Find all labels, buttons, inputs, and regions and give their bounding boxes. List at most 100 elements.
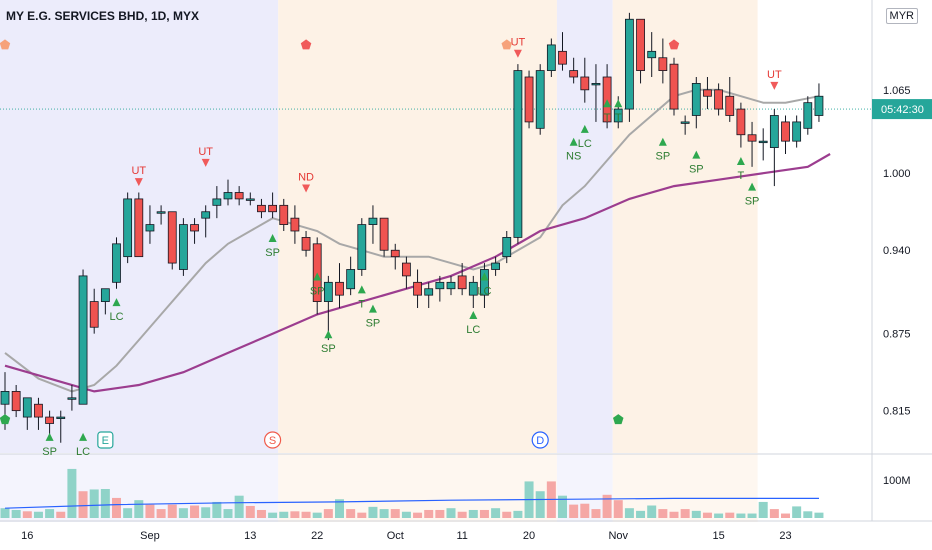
- candle-body: [636, 18, 645, 71]
- volume-bar: [736, 513, 746, 518]
- volume-bar: [357, 512, 367, 518]
- candle-body: [268, 204, 278, 213]
- candle-body: [446, 281, 456, 290]
- buy-signal-label: LC: [109, 311, 123, 323]
- candle-body: [502, 237, 512, 258]
- volume-bar: [491, 508, 501, 518]
- candle-body: [513, 70, 523, 238]
- buy-signal-label: T: [738, 170, 745, 182]
- volume-bar: [11, 509, 21, 518]
- buy-signal-label: SP: [265, 247, 280, 259]
- volume-bar: [479, 509, 489, 518]
- volume-bar: [78, 491, 88, 518]
- volume-bar: [335, 499, 344, 518]
- candle-body: [112, 243, 121, 283]
- pentagon-marker: [0, 414, 11, 425]
- volume-bar: [312, 512, 322, 518]
- buy-signal-label: SP: [745, 196, 760, 208]
- pentagon-marker: [613, 414, 624, 425]
- ma-slow-line: [4, 153, 831, 393]
- volume-bar: [602, 494, 612, 518]
- candle-body: [524, 76, 534, 123]
- buy-signal-label: LC: [477, 285, 491, 297]
- candle-body: [569, 70, 579, 78]
- price-tag: [872, 99, 932, 120]
- buy-signal-label: SP: [310, 285, 325, 297]
- candle-body: [11, 391, 21, 412]
- volume-bar: [613, 500, 623, 518]
- volume-bar: [89, 489, 99, 518]
- x-tick-label: 16: [21, 530, 33, 542]
- buy-signal-label: SP: [366, 318, 381, 330]
- volume-bar: [803, 511, 813, 518]
- volume-bar: [747, 513, 757, 518]
- sell-signal-label: UT: [198, 146, 213, 158]
- candle-body: [814, 95, 824, 116]
- volume-bar: [167, 504, 177, 518]
- volume-bar: [658, 509, 668, 518]
- volume-bar: [323, 509, 333, 518]
- candle-body: [480, 269, 489, 296]
- volume-bar: [702, 512, 712, 518]
- volume-bar: [413, 512, 423, 518]
- candle-body: [468, 281, 478, 296]
- candle-body: [781, 121, 790, 142]
- volume-bar: [725, 512, 735, 518]
- candle-body: [725, 95, 735, 116]
- volume-bar: [156, 509, 166, 518]
- candle-body: [368, 217, 378, 225]
- volume-bar: [33, 511, 43, 518]
- buy-arrow: [736, 156, 745, 165]
- candle-body: [758, 140, 768, 144]
- volume-bar: [178, 508, 188, 518]
- volume-bar: [591, 509, 601, 518]
- buy-arrow: [580, 124, 589, 133]
- volume-bar: [758, 501, 768, 518]
- volume-bar: [468, 509, 478, 518]
- exchange: MYX: [172, 9, 199, 23]
- candle-body: [134, 198, 144, 258]
- candle-body: [245, 198, 255, 201]
- volume-bar: [435, 509, 445, 518]
- volume-bar: [112, 497, 121, 518]
- y-tick-label: 0.875: [883, 329, 911, 341]
- volume-bar: [245, 505, 255, 518]
- x-tick-label: 20: [523, 530, 535, 542]
- candle-body: [145, 224, 155, 232]
- buy-signal-label: T: [358, 298, 365, 310]
- x-tick-label: Oct: [387, 530, 404, 542]
- volume-bar: [134, 500, 144, 518]
- volume-bar: [446, 508, 456, 518]
- candle-body: [401, 262, 411, 277]
- session-band: [612, 0, 758, 453]
- volume-bar: [769, 509, 779, 518]
- volume-bar: [636, 510, 646, 518]
- candle-body: [457, 275, 467, 290]
- candle-body: [67, 397, 77, 400]
- candle-body: [736, 108, 746, 136]
- candle-body: [747, 134, 757, 142]
- candle-body: [613, 108, 623, 123]
- currency-badge[interactable]: MYR: [885, 8, 918, 24]
- event-marker-letter: D: [536, 435, 544, 447]
- candle-body: [647, 50, 657, 59]
- candle-body: [424, 288, 434, 296]
- volume-bar: [22, 511, 32, 518]
- y-tick-label: 0.815: [883, 406, 911, 418]
- buy-arrow: [569, 137, 578, 146]
- sell-signal-label: UT: [767, 69, 782, 81]
- candle-body: [100, 288, 110, 302]
- buy-signal-label: LC: [578, 138, 592, 150]
- buy-signal-label: LC: [466, 324, 480, 336]
- event-marker-letter: E: [102, 435, 109, 447]
- chart-title: MY E.G. SERVICES BHD, 1D, MYX: [6, 9, 199, 23]
- volume-bar: [223, 509, 233, 518]
- candle-body: [435, 281, 445, 290]
- sell-arrow: [302, 184, 311, 193]
- volume-bar: [580, 503, 590, 518]
- pentagon-marker: [668, 39, 680, 50]
- pentagon-marker: [501, 39, 512, 50]
- x-tick-label: 11: [456, 530, 467, 542]
